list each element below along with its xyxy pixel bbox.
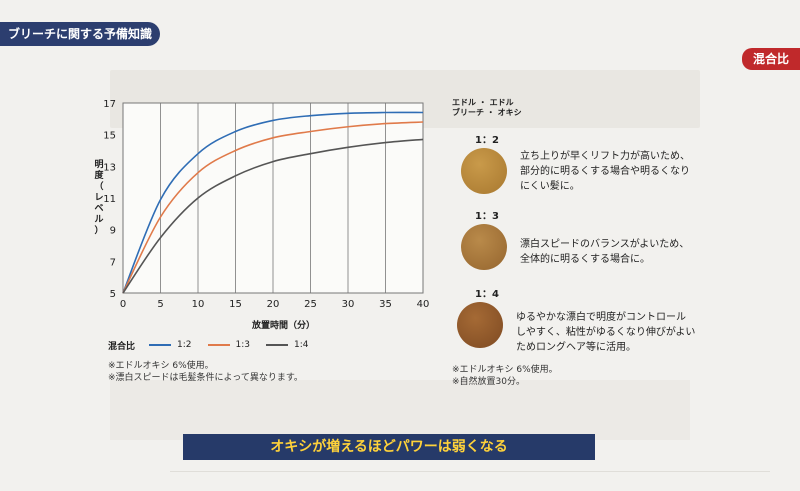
x-tick-label: 25 (304, 299, 317, 310)
y-axis-title-part: ベ (94, 204, 104, 214)
x-tick-label: 0 (120, 299, 126, 310)
ratio-title: 1：4 (475, 289, 499, 300)
panel-notes: ※エドルオキシ 6%使用。 ※自然放置30分。 (452, 364, 558, 388)
description-line: しやすく、粘性がゆるくなり伸びがよい (516, 327, 696, 338)
legend-swatch-blue (149, 344, 172, 346)
x-tick-label: 30 (342, 299, 355, 310)
ratio-header-line: エドル ・ エドル (452, 98, 514, 107)
legend-item: 1:4 (265, 340, 309, 350)
description-line: ゆるやかな漂白で明度がコントロール (516, 312, 686, 323)
description-line: 全体的に明るくする場合に。 (520, 254, 650, 265)
description-line: にくい髪に。 (520, 181, 580, 192)
x-tick-label: 15 (229, 299, 242, 310)
y-tick-label: 5 (110, 289, 116, 300)
legend-label: 1:2 (177, 340, 192, 350)
ratio-description: ゆるやかな漂白で明度がコントロール しやすく、粘性がゆるくなり伸びがよい ためロ… (516, 310, 726, 355)
description-line: ためロングヘア等に活用。 (516, 342, 636, 353)
chart-legend: 混合比 1:2 1:3 1:4 (108, 337, 324, 353)
description-line: 立ち上りが早くリフト力が高いため、 (520, 151, 690, 162)
y-axis-title-part: 明 (94, 160, 104, 170)
x-tick-label: 40 (417, 299, 430, 310)
color-swatch (461, 224, 507, 270)
y-axis-title-part: 度 (94, 171, 104, 181)
description-line: 漂白スピードのバランスがよいため、 (520, 239, 690, 250)
ratio-header: エドル ・ エドル ブリーチ ・ オキシ (452, 98, 522, 118)
faint-background-box (110, 380, 690, 440)
color-swatch (457, 302, 503, 348)
series-line-1-4 (122, 138, 424, 294)
chart-note: ※漂白スピードは毛髪条件によって異なります。 (108, 373, 303, 383)
y-tick-label: 7 (110, 257, 116, 268)
y-axis-title-part: （ (94, 182, 104, 192)
y-tick-label: 9 (110, 226, 116, 237)
x-tick-label: 10 (192, 299, 205, 310)
y-tick-label: 15 (103, 131, 116, 142)
x-tick-label: 35 (379, 299, 392, 310)
y-axis-title-part: ） (94, 226, 104, 236)
summary-banner: オキシが増えるほどパワーは弱くなる (183, 434, 595, 460)
ratio-header-line: ブリーチ ・ オキシ (452, 108, 522, 117)
x-axis-title: 放置時間（分） (252, 321, 316, 331)
ratio-description: 立ち上りが早くリフト力が高いため、 部分的に明るくする場合や明るくなり にくい髪… (520, 149, 730, 194)
legend-label: 1:4 (293, 340, 309, 350)
section-tag: ブリーチに関する予備知識 (0, 22, 160, 46)
ratio-title: 1：3 (475, 211, 499, 222)
y-axis-title-part: レ (94, 193, 104, 203)
y-tick-label: 17 (103, 99, 116, 110)
mix-ratio-tag: 混合比 (742, 48, 800, 70)
panel-note: ※エドルオキシ 6%使用。 (452, 365, 558, 375)
legend-item: 1:3 (207, 340, 250, 350)
panel-note: ※自然放置30分。 (452, 377, 525, 387)
legend-swatch-orange (207, 344, 230, 346)
ratio-description: 漂白スピードのバランスがよいため、 全体的に明るくする場合に。 (520, 237, 730, 267)
y-tick-label: 11 (103, 194, 116, 205)
y-tick-label: 13 (103, 162, 116, 173)
y-axis-title: 明 度 （ レ ベ ル ） (92, 160, 106, 237)
description-line: 部分的に明るくする場合や明るくなり (520, 166, 690, 177)
y-axis-title-part: ル (94, 215, 104, 225)
ratio-title: 1：2 (475, 135, 499, 146)
legend-title: 混合比 (108, 341, 136, 352)
legend-swatch-gray (265, 344, 288, 346)
legend-item: 1:2 (149, 340, 192, 350)
x-tick-label: 20 (267, 299, 280, 310)
divider (170, 471, 770, 472)
legend-label: 1:3 (235, 340, 250, 350)
x-tick-label: 5 (157, 299, 163, 310)
chart: 0 5 10 15 20 25 30 35 40 5 7 9 11 13 15 17 (90, 95, 435, 330)
color-swatch (461, 148, 507, 194)
chart-note: ※エドルオキシ 6%使用。 (108, 361, 214, 371)
chart-notes: ※エドルオキシ 6%使用。 ※漂白スピードは毛髪条件によって異なります。 (108, 360, 303, 384)
series-line-1-2 (122, 111, 424, 294)
series-line-1-3 (122, 121, 424, 294)
